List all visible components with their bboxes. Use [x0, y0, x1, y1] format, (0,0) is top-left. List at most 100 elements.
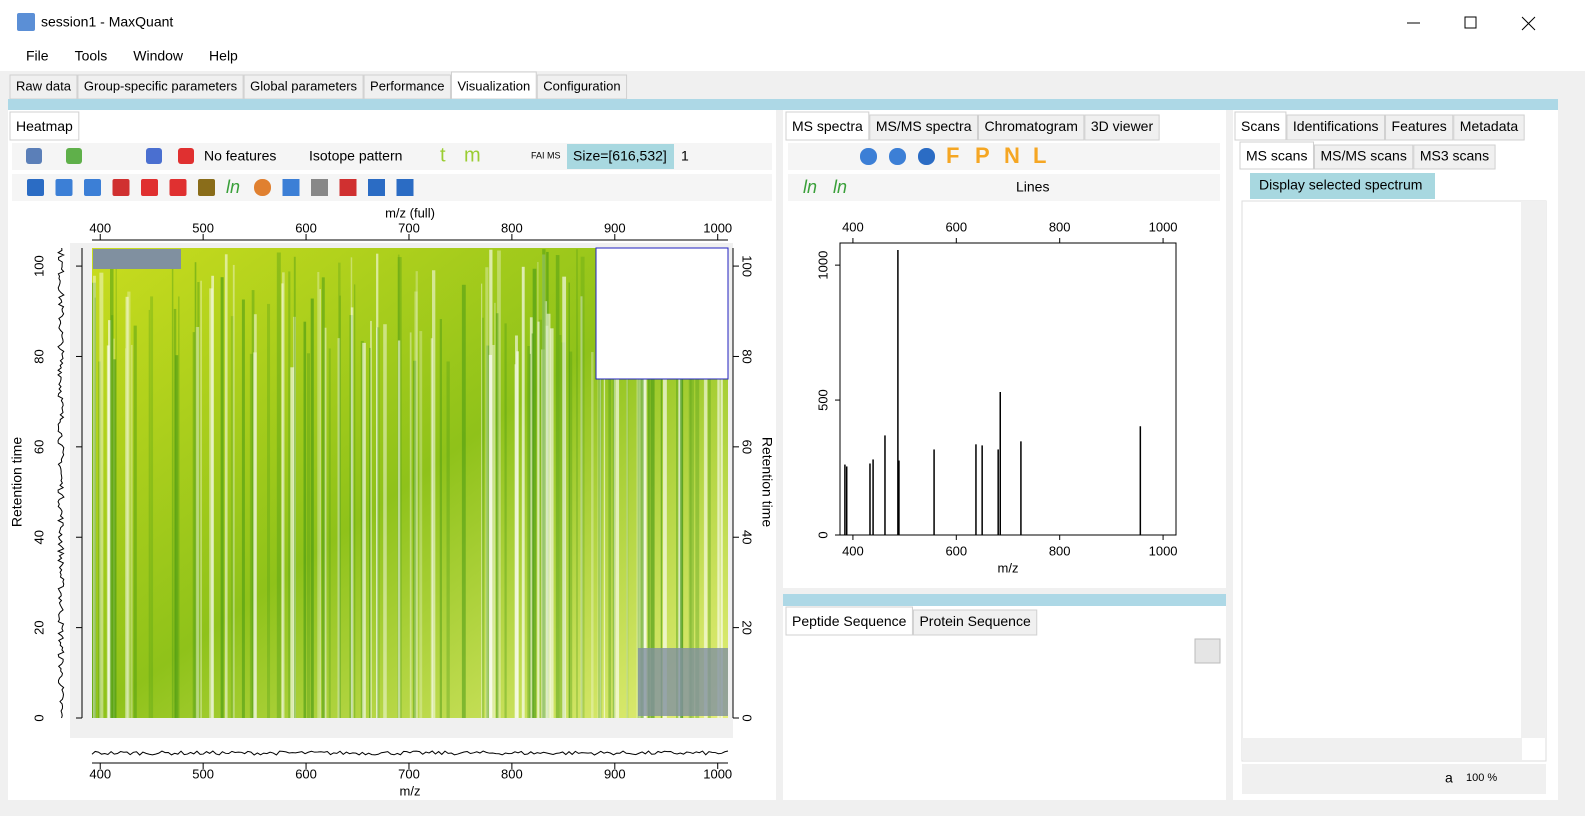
tab-label: Global parameters [250, 78, 357, 93]
tool-icon[interactable] [198, 179, 215, 196]
tool-icon[interactable] [27, 179, 44, 196]
nav-pad[interactable] [638, 648, 728, 716]
tool-icon[interactable] [368, 179, 385, 196]
sequence-button[interactable] [1194, 638, 1221, 664]
tab[interactable]: MS/MS scans [1313, 144, 1414, 170]
tool-icon[interactable] [254, 179, 271, 196]
tab-bg [363, 74, 451, 100]
menu-item[interactable]: Window [133, 48, 184, 64]
tool-icon[interactable] [146, 148, 162, 164]
y-tick-label: 60 [31, 440, 46, 454]
heatmap-stripe [303, 321, 307, 718]
maximize[interactable] [1464, 16, 1477, 29]
tool-letter[interactable]: m [464, 144, 481, 166]
tab-bg [243, 74, 364, 100]
tool-ln[interactable]: ln [226, 177, 240, 197]
dropdown[interactable]: No features [204, 148, 276, 164]
tab[interactable]: MS scans [1239, 141, 1314, 170]
tab-label: MS/MS spectra [876, 118, 972, 134]
dropdown[interactable]: Isotope pattern [309, 148, 402, 164]
heatmap-stripe [495, 313, 499, 718]
tool-icon[interactable] [141, 179, 158, 196]
tab-label: MS scans [1246, 148, 1307, 164]
tool-letter[interactable]: N [1004, 143, 1020, 168]
tool-icon[interactable] [396, 179, 414, 196]
tool-icon[interactable] [55, 179, 73, 196]
x-tick-label: 400 [89, 766, 111, 781]
heatmap-stripe [541, 349, 546, 718]
tool-icon[interactable] [84, 179, 101, 196]
heatmap-stripe [108, 320, 112, 718]
heatmap-stripe [281, 283, 284, 718]
tool-icon[interactable] [112, 179, 130, 196]
tab-bg [1084, 114, 1160, 141]
close[interactable] [1521, 16, 1536, 31]
tab[interactable]: Performance [363, 74, 451, 100]
x-tick-label: 400 [842, 219, 864, 234]
tool-icon[interactable] [26, 148, 42, 164]
heatmap-stripe [538, 319, 542, 718]
tool-icon[interactable] [169, 179, 187, 196]
tool-letter[interactable]: L [1033, 143, 1046, 168]
tool-icon[interactable] [918, 148, 935, 165]
tab[interactable]: Features [1385, 114, 1454, 141]
tab[interactable]: Raw data [9, 74, 78, 100]
heatmap-stripe [542, 249, 546, 719]
heatmap-stripe [603, 358, 606, 718]
heatmap-stripe [150, 296, 154, 718]
tool-icon[interactable] [282, 179, 300, 196]
tab[interactable]: MS3 scans [1413, 144, 1496, 170]
tab[interactable]: Protein Sequence [912, 609, 1038, 636]
tool-icon[interactable] [889, 148, 906, 165]
action-button[interactable] [1250, 173, 1435, 199]
tab-bg [1239, 141, 1314, 170]
tab[interactable]: MS/MS spectra [869, 114, 979, 141]
heatmap-stripe [648, 294, 652, 718]
tool-ln[interactable]: ln [803, 177, 817, 197]
tool-icon[interactable] [66, 148, 82, 164]
x-tick-label: 400 [842, 543, 864, 558]
tab[interactable]: 3D viewer [1084, 114, 1160, 141]
heatmap-stripe [431, 270, 436, 718]
tab[interactable]: Configuration [536, 74, 628, 100]
y-tick-label: 100 [31, 255, 46, 277]
tab[interactable]: Metadata [1453, 114, 1525, 141]
heatmap-stripe [232, 264, 235, 718]
menu-item[interactable]: Help [209, 48, 238, 64]
tool-letter[interactable]: P [975, 143, 990, 168]
y-tick-label: 500 [815, 389, 830, 411]
tool-icon[interactable] [860, 148, 877, 165]
menu-item[interactable]: File [26, 48, 49, 64]
tool-letter[interactable]: F [946, 143, 959, 168]
heatmap-stripe [293, 256, 296, 718]
tab[interactable]: Identifications [1286, 114, 1386, 141]
tab[interactable]: MS spectra [785, 111, 870, 141]
tab[interactable]: Visualization [450, 71, 537, 100]
tab[interactable]: Heatmap [9, 111, 80, 141]
tool-text[interactable]: FAI MS [531, 150, 561, 160]
tab[interactable]: Group-specific parameters [77, 74, 244, 100]
dropdown[interactable]: Lines [1016, 179, 1049, 195]
action-label[interactable]: Display selected spectrum [1259, 177, 1422, 193]
toolbar [788, 174, 1220, 201]
tool-letter[interactable]: t [440, 144, 446, 166]
tab[interactable]: Chromatogram [978, 114, 1085, 141]
tab-label: Raw data [16, 78, 72, 93]
heatmap-stripe [545, 325, 549, 718]
tab[interactable]: Global parameters [243, 74, 364, 100]
heatmap-stripe [337, 338, 341, 718]
nav-tools[interactable] [93, 249, 181, 269]
tab[interactable]: Scans [1234, 111, 1287, 141]
tool-ln[interactable]: ln [833, 177, 847, 197]
menu-item[interactable]: Tools [75, 48, 108, 64]
index-dropdown[interactable]: 1 [681, 148, 689, 164]
tool-icon[interactable] [311, 179, 328, 196]
heatmap-stripe [197, 282, 200, 718]
heatmap-stripe [173, 308, 177, 718]
font-button[interactable]: a [1445, 770, 1453, 786]
tool-icon[interactable] [339, 179, 357, 196]
tool-icon[interactable] [178, 148, 194, 164]
heatmap-stripe [175, 355, 179, 718]
tab[interactable]: Peptide Sequence [785, 606, 913, 636]
zoom-dropdown[interactable]: 100 % [1466, 772, 1497, 784]
